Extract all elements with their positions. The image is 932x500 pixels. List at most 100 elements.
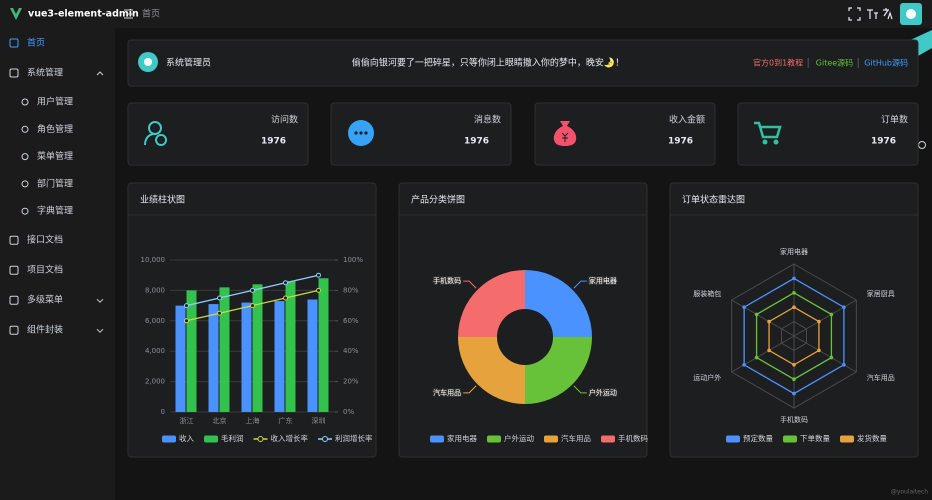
y2-tick-label: 100% bbox=[343, 256, 363, 264]
stat-value: 1976 bbox=[871, 137, 896, 147]
submenu-icon bbox=[21, 153, 29, 161]
legend-label[interactable]: 家用电器 bbox=[447, 433, 477, 443]
lang-icon[interactable] bbox=[883, 8, 893, 20]
sidebar bbox=[0, 0, 115, 500]
legend-label[interactable]: 手机数码 bbox=[618, 433, 648, 443]
legend-label[interactable]: 汽车用品 bbox=[561, 433, 591, 443]
y2-tick-label: 0% bbox=[343, 408, 354, 416]
legend-label[interactable]: 利润增长率 bbox=[335, 433, 373, 443]
submenu-item[interactable]: 角色管理 bbox=[37, 123, 73, 135]
logo-icon bbox=[10, 8, 22, 20]
y-tick-label: 8,000 bbox=[145, 286, 165, 294]
line-point bbox=[316, 287, 321, 293]
legend-swatch bbox=[430, 435, 444, 443]
radar-label: 服装箱包 bbox=[693, 289, 721, 298]
menu-icon bbox=[9, 235, 19, 245]
radar-point bbox=[817, 319, 821, 324]
submenu-item[interactable]: 部门管理 bbox=[37, 177, 73, 189]
bar[interactable] bbox=[252, 284, 263, 412]
menu-icon bbox=[9, 38, 19, 48]
bar[interactable] bbox=[175, 305, 186, 412]
y-tick-label: 0 bbox=[161, 408, 165, 416]
submenu-icon bbox=[21, 125, 29, 133]
stat-label: 消息数 bbox=[474, 114, 501, 126]
menu-item[interactable]: 首页 bbox=[27, 37, 45, 49]
radar-point bbox=[792, 305, 796, 310]
submenu-item[interactable]: 菜单管理 bbox=[37, 150, 73, 162]
pie-slice[interactable] bbox=[458, 337, 525, 404]
radar-label: 运动户外 bbox=[693, 373, 721, 382]
menu-item[interactable]: 组件封装 bbox=[27, 324, 63, 336]
radar-label: 汽车用品 bbox=[867, 373, 895, 382]
logo-text[interactable]: vue3-element-admin bbox=[28, 9, 139, 20]
pie-slice[interactable] bbox=[525, 270, 592, 337]
radar-point bbox=[742, 305, 746, 310]
stat-card bbox=[330, 102, 512, 166]
legend-dot bbox=[257, 436, 264, 442]
radar-point bbox=[842, 305, 846, 310]
menu-item[interactable]: 项目文档 bbox=[27, 264, 63, 276]
size-icon[interactable] bbox=[867, 9, 878, 19]
bar[interactable] bbox=[186, 290, 197, 412]
radar-point bbox=[792, 291, 796, 295]
line-point bbox=[250, 303, 255, 309]
radar-point bbox=[792, 363, 796, 367]
stat-value: 1976 bbox=[668, 137, 693, 147]
bar[interactable] bbox=[274, 301, 285, 412]
stat-value: 1976 bbox=[464, 137, 489, 147]
chart-title: 订单状态雷达图 bbox=[682, 194, 745, 206]
breadcrumb[interactable]: 首页 bbox=[142, 8, 160, 20]
legend-label[interactable]: 下单数量 bbox=[800, 433, 830, 443]
submenu-item[interactable]: 用户管理 bbox=[37, 96, 73, 108]
submenu-icon bbox=[21, 207, 29, 215]
radar-label: 手机数码 bbox=[780, 415, 808, 424]
stat-card bbox=[127, 102, 309, 166]
stat-card bbox=[737, 102, 919, 166]
legend-label[interactable]: 收入增长率 bbox=[271, 433, 309, 443]
greeting-link[interactable]: 官方0到1教程 bbox=[753, 58, 803, 68]
line-point bbox=[316, 272, 321, 278]
pie-leader bbox=[463, 280, 477, 289]
menu-item[interactable]: 接口文档 bbox=[27, 234, 63, 246]
legend-swatch bbox=[840, 435, 854, 443]
x-tick-label: 北京 bbox=[213, 416, 227, 425]
legend-label[interactable]: 毛利润 bbox=[221, 433, 244, 443]
y-tick-label: 2,000 bbox=[145, 378, 165, 386]
pie-leader bbox=[573, 280, 587, 289]
line-point bbox=[217, 310, 222, 316]
legend-label[interactable]: 预定数量 bbox=[743, 433, 773, 443]
pie-slice[interactable] bbox=[458, 270, 525, 337]
bar[interactable] bbox=[307, 299, 318, 412]
greeting-text: 偷偷向银河要了一把碎星，只等你闭上眼睛撒入你的梦中，晚安🌛！ bbox=[352, 57, 624, 69]
bar[interactable] bbox=[285, 281, 296, 412]
legend-label[interactable]: 户外运动 bbox=[504, 433, 534, 443]
legend-label[interactable]: 收入 bbox=[179, 433, 194, 443]
legend-swatch bbox=[783, 435, 797, 443]
bar[interactable] bbox=[318, 278, 329, 412]
bar[interactable] bbox=[219, 287, 230, 412]
legend-dot bbox=[322, 436, 328, 442]
legend-label[interactable]: 发货数量 bbox=[857, 433, 887, 443]
radar-point bbox=[754, 312, 759, 317]
radar-point bbox=[829, 355, 834, 360]
bar[interactable] bbox=[241, 302, 252, 412]
y2-tick-label: 60% bbox=[343, 317, 359, 325]
submenu-item[interactable]: 字典管理 bbox=[37, 205, 73, 217]
greeting-link[interactable]: Gitee源码 bbox=[816, 59, 853, 68]
pie-slice[interactable] bbox=[525, 337, 592, 404]
fullscreen-icon[interactable] bbox=[848, 7, 861, 21]
menu-item[interactable]: 多级菜单 bbox=[27, 294, 63, 306]
hamburger[interactable] bbox=[124, 9, 133, 19]
legend-swatch bbox=[601, 435, 615, 443]
pie-leader bbox=[573, 385, 587, 394]
x-tick-label: 广东 bbox=[279, 416, 293, 425]
greeting-user: 系统管理员 bbox=[166, 57, 211, 69]
stat-icon-wheel bbox=[762, 139, 768, 145]
radar-point bbox=[754, 355, 759, 360]
greeting-link[interactable]: GitHub源码 bbox=[864, 59, 908, 68]
bar[interactable] bbox=[208, 304, 219, 412]
menu-arrow bbox=[96, 328, 104, 333]
menu-item[interactable]: 系统管理 bbox=[27, 67, 63, 79]
watermark: @youlaitech bbox=[891, 489, 928, 496]
